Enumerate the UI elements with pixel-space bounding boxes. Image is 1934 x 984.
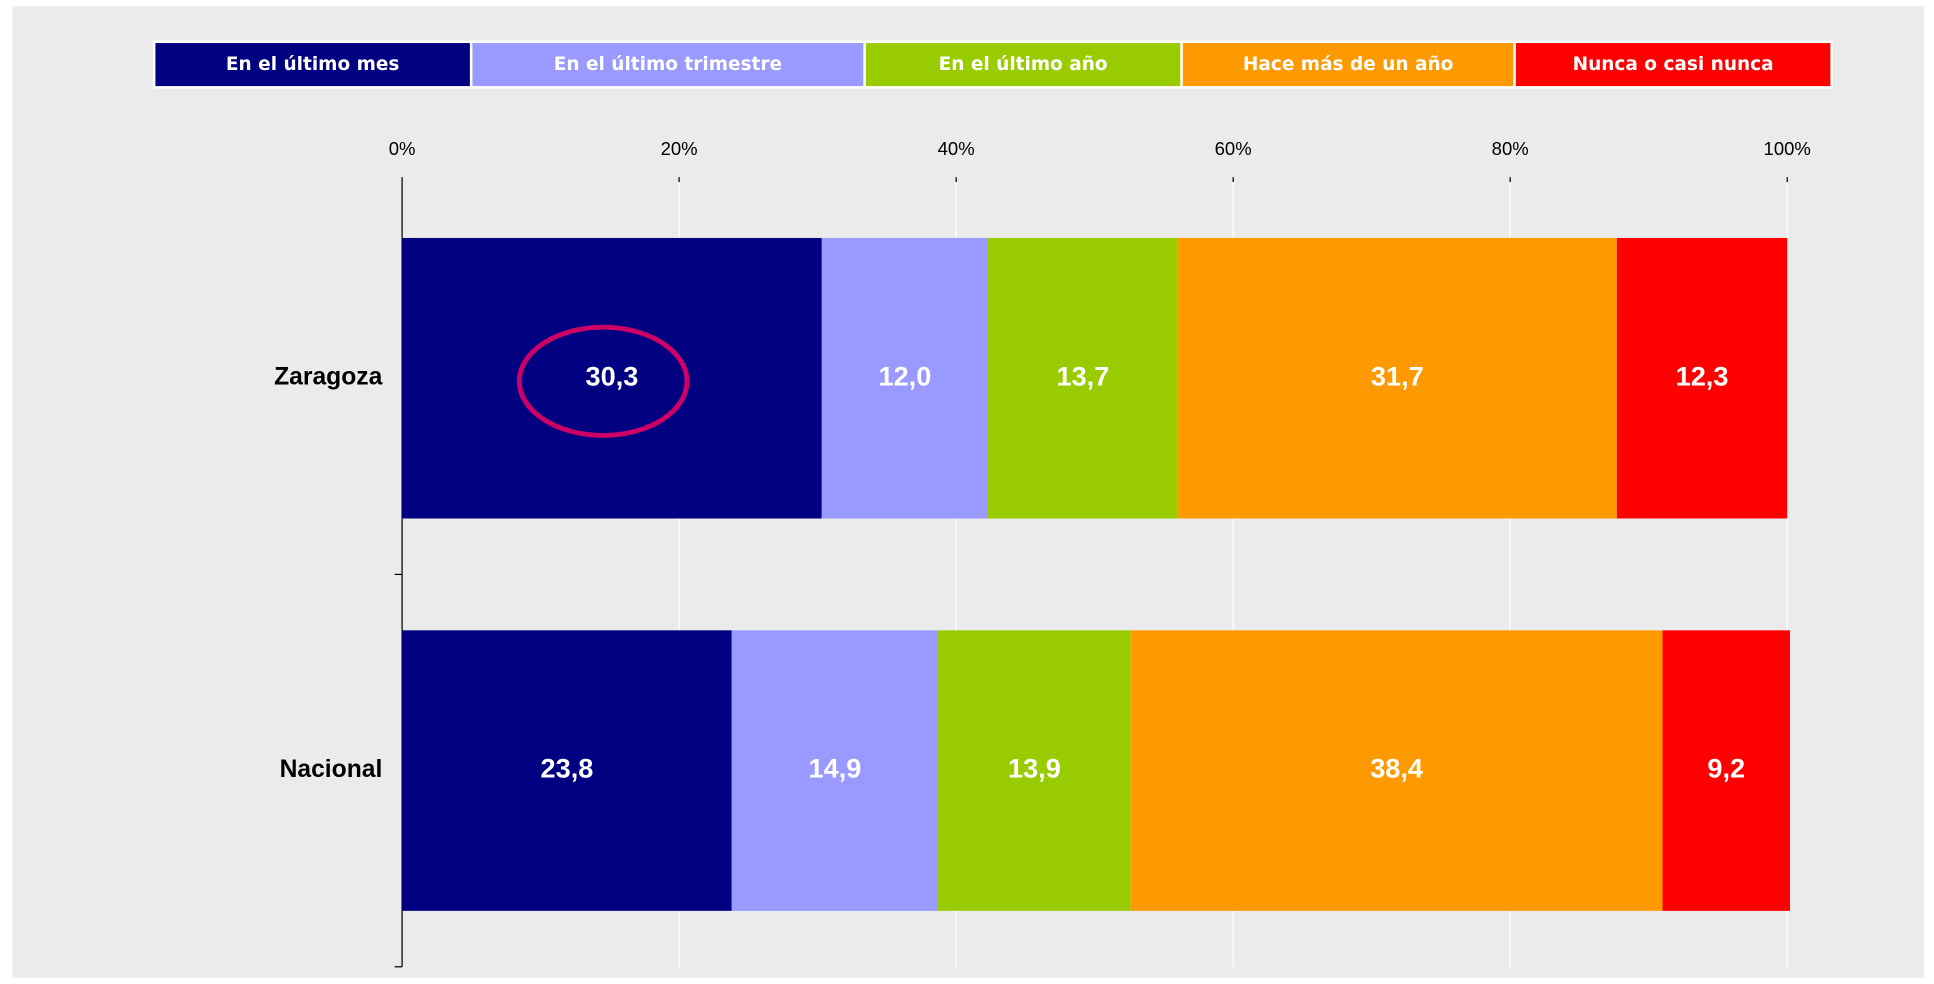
- legend-label: Hace más de un año: [1243, 54, 1453, 75]
- value-label: 14,9: [809, 753, 862, 784]
- legend-label: En el último mes: [226, 54, 399, 75]
- bar-segment: [821, 237, 989, 519]
- bar-segment: [402, 237, 822, 519]
- value-label: 12,0: [879, 360, 932, 391]
- x-tick-label: 60%: [1215, 138, 1252, 159]
- bar-segment: [731, 630, 939, 911]
- value-label: 12,3: [1676, 360, 1729, 391]
- value-label: 9,2: [1707, 753, 1745, 784]
- legend-swatch: [1513, 40, 1833, 89]
- x-tick-label: 40%: [938, 138, 975, 159]
- value-label: 23,8: [541, 753, 594, 784]
- x-tick-label: 0%: [389, 138, 416, 159]
- bar-segment: [938, 630, 1131, 911]
- value-label: 31,7: [1371, 360, 1424, 391]
- bar-segment: [988, 237, 1178, 519]
- category-label: Zaragoza: [274, 364, 383, 391]
- legend-swatch: [863, 40, 1183, 89]
- x-tick-label: 20%: [661, 138, 698, 159]
- bar-segment: [1130, 630, 1663, 911]
- highlight-ellipse: [516, 324, 690, 438]
- value-label: 13,7: [1056, 360, 1109, 391]
- bar-segment: [1616, 237, 1788, 519]
- legend-label: En el último año: [939, 54, 1108, 75]
- legend-label: Nunca o casi nunca: [1573, 54, 1774, 75]
- x-tick-label: 80%: [1492, 138, 1529, 159]
- x-tick-label: 100%: [1764, 138, 1811, 159]
- value-label: 38,4: [1370, 753, 1423, 784]
- bar-segment: [1662, 630, 1790, 911]
- legend-swatch: [152, 40, 473, 89]
- bars: [402, 237, 1790, 911]
- value-label: 30,3: [586, 360, 639, 391]
- category-label: Nacional: [280, 756, 383, 783]
- labels: 0% 20% 40% 60% 80% 100% Zaragoza 30,3 12,0 13,7 31…: [274, 138, 1811, 784]
- bar-segment: [1177, 237, 1617, 519]
- value-label: 13,9: [1008, 753, 1061, 784]
- legend-label: En el último trimestre: [554, 54, 782, 75]
- bar-segment: [402, 630, 732, 911]
